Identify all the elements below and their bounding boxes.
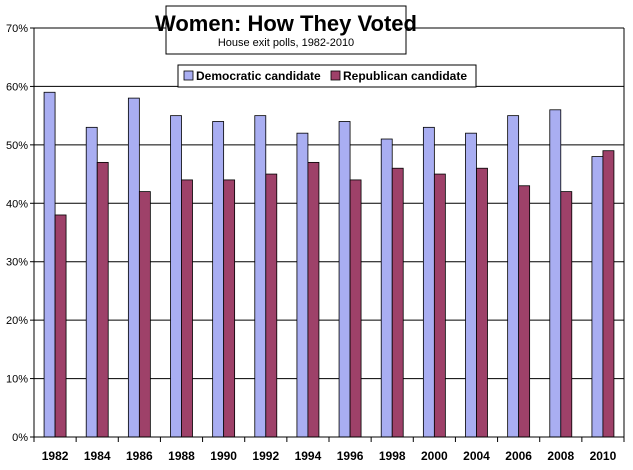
bar-republican-1986 [138,191,151,438]
x-category-label: 1992 [252,449,279,463]
legend-label-republican: Republican candidate [343,69,467,83]
x-category-label: 1994 [295,449,322,463]
x-category-label: 1990 [210,449,237,463]
bar-democratic-1990 [212,121,225,438]
y-tick-label: 40% [6,198,28,210]
y-tick-label: 50% [6,140,28,152]
legend: Democratic candidate Republican candidat… [177,64,477,88]
y-axis-tick-labels: 0% 10% 20% 30% 40% 50% 60% 70% [6,23,28,444]
bars [43,91,615,438]
chart-subtitle: House exit polls, 1982-2010 [218,37,354,49]
bar-democratic-1988 [170,115,182,438]
bar-democratic-1992 [254,115,267,438]
x-category-label: 1986 [126,449,153,463]
y-tick-label: 10% [6,374,28,386]
bar-democratic-1994 [296,132,309,438]
bar-republican-2000 [433,173,446,438]
bar-democratic-2004 [465,132,477,438]
x-category-label: 2004 [463,449,490,463]
y-tick-label: 70% [6,23,28,35]
x-category-label: 2010 [590,449,617,463]
x-category-label: 1984 [84,449,111,463]
legend-swatch-republican [330,70,341,81]
bar-democratic-2008 [549,109,562,438]
bar-republican-1984 [96,161,109,438]
bar-democratic-2010 [591,156,604,438]
bar-republican-1988 [181,179,193,438]
x-category-label: 2000 [421,449,448,463]
axes [33,28,625,438]
bar-republican-2004 [476,167,488,438]
bar-republican-2006 [518,185,531,438]
bar-democratic-1996 [338,121,351,438]
bar-republican-2010 [602,150,615,438]
bar-democratic-1986 [127,97,140,438]
bar-democratic-1984 [85,126,98,438]
x-category-label: 1988 [168,449,195,463]
bar-republican-1990 [223,179,236,438]
bar-republican-1996 [349,179,362,438]
y-tick-label: 30% [6,257,28,269]
title-box: Women: How They Voted House exit polls, … [155,5,417,55]
x-category-label: 1982 [42,449,69,463]
bar-republican-2008 [560,191,573,438]
bar-democratic-2000 [422,126,435,438]
bar-democratic-1998 [380,138,393,438]
y-tick-label: 60% [6,81,28,93]
legend-label-democratic: Democratic candidate [196,69,321,83]
x-category-label: 1998 [379,449,406,463]
y-tick-label: 20% [6,315,28,327]
bar-republican-1998 [391,167,404,438]
x-category-label: 2006 [505,449,532,463]
chart-title: Women: How They Voted [155,11,417,36]
bar-democratic-2006 [507,115,520,438]
gridlines [30,27,625,442]
bar-democratic-1982 [43,91,56,438]
x-category-label: 1996 [337,449,364,463]
y-tick-label: 0% [12,432,28,444]
x-axis-category-labels: 1982 1984 1986 1988 1990 1992 1994 1996 1998 2000… [42,449,617,463]
bar-republican-1994 [307,161,320,438]
legend-swatch-democratic [183,70,194,81]
x-category-label: 2008 [547,449,574,463]
bar-republican-1992 [265,173,278,438]
bar-republican-1982 [54,214,67,438]
